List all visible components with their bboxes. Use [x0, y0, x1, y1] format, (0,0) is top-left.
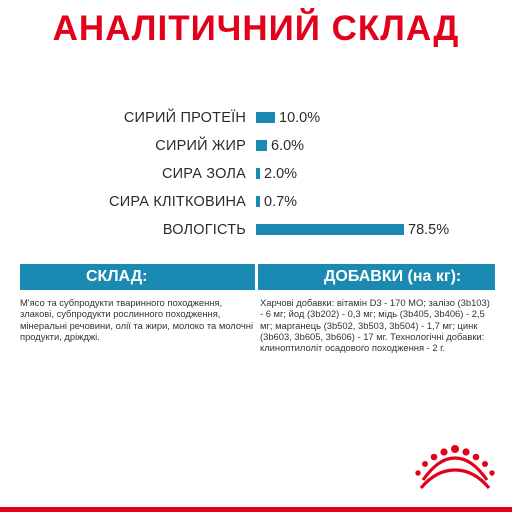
analysis-label: СИРИЙ ПРОТЕЇН	[123, 110, 246, 126]
royal-crown-icon	[415, 445, 495, 490]
analysis-bar	[256, 224, 404, 235]
analysis-bar	[256, 140, 267, 151]
analysis-value: 10.0%	[279, 110, 321, 126]
analysis-bar	[256, 168, 260, 179]
analysis-row-fat: СИРИЙ ЖИР 6.0%	[0, 133, 512, 159]
analysis-bar	[256, 112, 275, 123]
analysis-row-ash: СИРА ЗОЛА 2.0%	[0, 161, 512, 187]
analysis-row-fibre: СИРА КЛІТКОВИНА 0.7%	[0, 189, 512, 215]
analysis-label: СИРА КЛІТКОВИНА	[109, 194, 246, 210]
composition-text: М'ясо та субпродукти тваринного походжен…	[20, 297, 254, 342]
composition-heading: СКЛАД:	[20, 264, 255, 290]
analysis-label: СИРА ЗОЛА	[162, 166, 246, 182]
analysis-label: ВОЛОГІСТЬ	[162, 222, 246, 238]
analysis-row-moisture: ВОЛОГІСТЬ 78.5%	[0, 217, 512, 243]
analysis-value: 2.0%	[264, 166, 298, 182]
analysis-label: СИРИЙ ЖИР	[155, 138, 246, 154]
analysis-value: 78.5%	[408, 222, 450, 238]
additives-text: Харчові добавки: вітамін D3 - 170 МО; за…	[260, 297, 490, 354]
bottom-brand-line	[0, 507, 512, 512]
analysis-bar	[256, 196, 260, 207]
analysis-value: 6.0%	[271, 138, 305, 154]
analysis-row-protein: СИРИЙ ПРОТЕЇН 10.0%	[0, 105, 512, 131]
analysis-value: 0.7%	[264, 194, 298, 210]
page-title: АНАЛІТИЧНИЙ СКЛАД	[52, 9, 460, 48]
additives-heading: ДОБАВКИ (на кг):	[258, 264, 495, 290]
